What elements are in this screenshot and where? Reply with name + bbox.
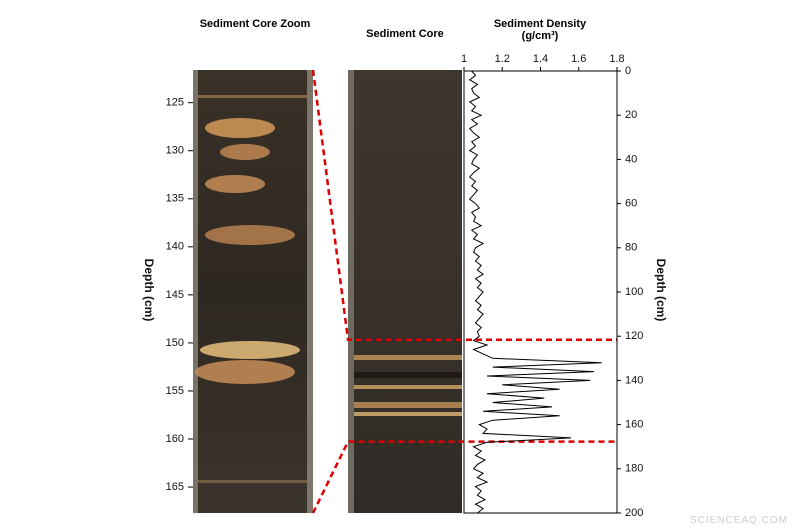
density-unit: (g/cm³)	[521, 30, 559, 42]
density-title: Sediment Density (g/cm³)	[470, 18, 610, 42]
main-core-image	[348, 70, 462, 513]
zoom-title: Sediment Core Zoom	[199, 18, 311, 30]
x-tick-label: 1.6	[571, 53, 586, 65]
watermark: SCIENCEAQ.COM	[689, 515, 788, 526]
y-tick-label: 0	[625, 65, 631, 77]
density-title-text: Sediment Density	[493, 18, 587, 30]
y-tick-label: 160	[166, 433, 184, 445]
zoom-core-image	[193, 70, 313, 513]
density-line	[468, 70, 602, 514]
y-tick-label: 155	[166, 385, 184, 397]
y-axis-label: Depth (cm)	[654, 259, 668, 322]
y-tick-label: 125	[166, 97, 184, 109]
zoom-connector	[311, 69, 617, 514]
y-tick-label: 135	[166, 193, 184, 205]
x-tick-label: 1.8	[609, 53, 624, 65]
y-tick-label: 100	[625, 286, 643, 298]
x-tick-label: 1	[461, 53, 467, 65]
y-tick-label: 120	[625, 330, 643, 342]
y-tick-label: 200	[625, 507, 643, 519]
x-tick-label: 1.2	[495, 53, 510, 65]
plot-frame	[463, 70, 618, 514]
y-tick-label: 180	[625, 463, 643, 475]
y-tick-label: 145	[166, 289, 184, 301]
y-tick-label: 20	[625, 109, 637, 121]
y-tick-label: 165	[166, 481, 184, 493]
y-tick-label: 40	[625, 153, 637, 165]
core-title: Sediment Core	[366, 28, 444, 40]
y-tick-label: 160	[625, 419, 643, 431]
y-tick-label: 130	[166, 145, 184, 157]
connector-line	[311, 69, 617, 341]
y-tick-label: 140	[166, 241, 184, 253]
y-tick-label: 60	[625, 198, 637, 210]
y-axis-label: Depth (cm)	[142, 259, 156, 322]
y-tick-label: 80	[625, 242, 637, 254]
y-tick-label: 150	[166, 337, 184, 349]
y-tick-label: 140	[625, 374, 643, 386]
x-tick-label: 1.4	[533, 53, 548, 65]
